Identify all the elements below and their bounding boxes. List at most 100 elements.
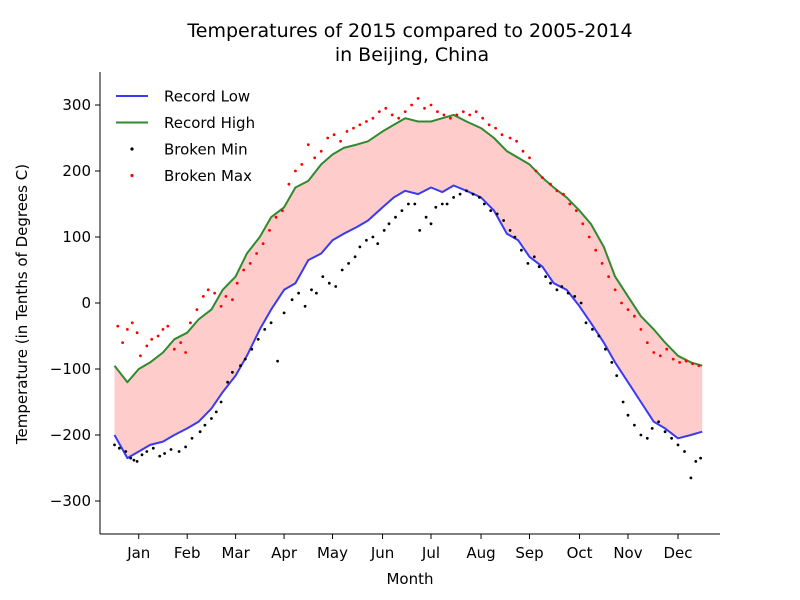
legend-label-broken-min: Broken Min bbox=[164, 141, 248, 159]
broken-max-point bbox=[213, 291, 217, 295]
broken-min-point bbox=[282, 311, 286, 315]
chart-title: Temperatures of 2015 compared to 2005-20… bbox=[186, 20, 632, 42]
record-range-fill bbox=[114, 114, 703, 459]
x-tick-label: Jul bbox=[421, 544, 440, 562]
broken-max-point bbox=[219, 304, 223, 308]
chart-subtitle: in Beijing, China bbox=[335, 44, 489, 66]
x-tick-label: Nov bbox=[613, 544, 642, 562]
broken-min-point bbox=[184, 445, 188, 449]
broken-max-point bbox=[481, 116, 485, 120]
broken-min-point bbox=[321, 275, 325, 278]
broken-min-point bbox=[118, 446, 121, 450]
broken-min-point bbox=[615, 374, 619, 377]
broken-min-point bbox=[158, 454, 162, 458]
broken-min-point bbox=[573, 295, 577, 298]
broken-max-point bbox=[135, 331, 139, 335]
broken-min-point bbox=[394, 215, 397, 219]
broken-min-point bbox=[610, 361, 614, 364]
broken-max-point bbox=[130, 321, 134, 325]
x-tick-label: Sep bbox=[515, 544, 543, 562]
broken-max-point bbox=[474, 110, 478, 113]
broken-max-point bbox=[145, 344, 149, 348]
broken-max-point bbox=[287, 182, 291, 186]
broken-max-point bbox=[581, 222, 585, 226]
broken-max-point bbox=[534, 169, 538, 173]
broken-min-point bbox=[214, 410, 218, 414]
y-axis-title: Temperature (in Tenths of Degrees C) bbox=[13, 164, 31, 445]
broken-max-point bbox=[487, 123, 491, 127]
broken-min-point bbox=[250, 347, 254, 351]
broken-min-point bbox=[113, 443, 116, 447]
broken-min-point bbox=[694, 460, 698, 463]
broken-min-point bbox=[689, 476, 693, 480]
broken-min-point bbox=[190, 436, 194, 440]
broken-max-point bbox=[248, 262, 252, 265]
broken-min-point bbox=[353, 255, 357, 259]
broken-max-point bbox=[195, 308, 199, 311]
broken-max-point bbox=[126, 328, 129, 331]
broken-min-point bbox=[177, 450, 181, 453]
broken-min-point bbox=[327, 281, 331, 285]
broken-max-point bbox=[268, 229, 271, 232]
axes-layer: −300 −200 −100 0 100 200 300 Jan Feb Mar Apr May Jun… bbox=[50, 72, 720, 562]
broken-max-point bbox=[206, 288, 210, 292]
broken-max-point bbox=[139, 354, 142, 358]
broken-max-point bbox=[541, 176, 544, 180]
broken-min-point bbox=[440, 202, 444, 206]
broken-min-point bbox=[526, 262, 530, 265]
broken-max-point bbox=[455, 113, 459, 117]
broken-min-point bbox=[591, 328, 594, 331]
broken-min-point bbox=[407, 202, 410, 206]
broken-min-point bbox=[315, 291, 318, 295]
broken-min-point bbox=[566, 291, 570, 295]
broken-min-point bbox=[604, 347, 607, 351]
broken-min-point bbox=[347, 262, 350, 265]
broken-max-point bbox=[436, 110, 439, 113]
broken-max-point bbox=[423, 106, 426, 110]
x-tick-label: Mar bbox=[221, 544, 250, 562]
broken-min-point bbox=[537, 265, 541, 269]
broken-max-point bbox=[633, 314, 636, 318]
broken-min-point bbox=[663, 430, 667, 434]
broken-max-point bbox=[568, 202, 572, 206]
broken-max-point bbox=[231, 298, 234, 302]
y-tick-label: 0 bbox=[81, 294, 91, 312]
broken-min-point bbox=[413, 202, 417, 206]
broken-min-point bbox=[445, 202, 449, 206]
broken-max-point bbox=[189, 321, 192, 325]
broken-min-point bbox=[400, 209, 404, 213]
y-tick-label: −300 bbox=[50, 492, 91, 510]
broken-min-point bbox=[418, 229, 422, 232]
x-tick-label: Apr bbox=[271, 544, 298, 562]
broken-max-point bbox=[116, 324, 120, 328]
broken-min-point bbox=[226, 380, 230, 384]
broken-max-point bbox=[410, 103, 413, 107]
broken-min-point bbox=[478, 196, 481, 199]
broken-max-point bbox=[620, 301, 623, 305]
x-tick-label: Dec bbox=[664, 544, 693, 562]
broken-max-point bbox=[574, 209, 578, 213]
broken-max-point bbox=[665, 347, 669, 351]
broken-max-point bbox=[121, 341, 124, 344]
broken-min-point bbox=[489, 209, 493, 213]
broken-min-point bbox=[135, 460, 139, 463]
broken-min-point bbox=[502, 219, 505, 222]
broken-min-point bbox=[579, 301, 583, 305]
broken-max-point bbox=[494, 126, 497, 130]
broken-max-point bbox=[403, 110, 407, 113]
broken-min-point bbox=[645, 436, 649, 440]
broken-max-point bbox=[587, 235, 591, 239]
x-tick-label: Jan bbox=[126, 544, 150, 562]
broken-min-point bbox=[210, 417, 213, 420]
broken-max-point bbox=[562, 192, 565, 196]
broken-min-point bbox=[243, 357, 247, 361]
broken-max-point bbox=[300, 163, 304, 166]
legend: Record Low Record High Broken Min Broken Ma… bbox=[116, 88, 255, 185]
broken-min-point bbox=[387, 222, 391, 226]
broken-min-point bbox=[231, 370, 234, 374]
broken-min-point bbox=[334, 285, 338, 288]
broken-min-point bbox=[219, 400, 223, 404]
legend-swatch-broken-max bbox=[130, 173, 134, 178]
broken-max-point bbox=[345, 130, 349, 133]
broken-max-point bbox=[549, 182, 552, 186]
